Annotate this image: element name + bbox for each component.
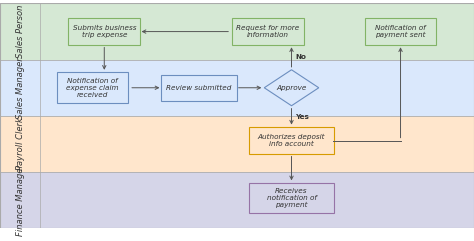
- Text: Sales Manager: Sales Manager: [16, 57, 25, 119]
- Text: Receives
notification of
payment: Receives notification of payment: [266, 188, 317, 208]
- Text: Finance Manager: Finance Manager: [16, 164, 25, 236]
- Text: Authorizes deposit
info account: Authorizes deposit info account: [258, 134, 325, 147]
- Text: Payroll Clerk: Payroll Clerk: [16, 118, 25, 170]
- FancyBboxPatch shape: [69, 18, 140, 45]
- FancyBboxPatch shape: [57, 73, 128, 103]
- Text: Request for more
information: Request for more information: [236, 25, 300, 38]
- Bar: [0, 60, 474, 116]
- Polygon shape: [264, 70, 319, 106]
- FancyBboxPatch shape: [161, 75, 237, 101]
- Text: Sales Person: Sales Person: [16, 5, 25, 58]
- FancyBboxPatch shape: [365, 18, 436, 45]
- Text: Notification of
payment sent: Notification of payment sent: [375, 25, 426, 38]
- FancyBboxPatch shape: [248, 183, 334, 213]
- Bar: [0, 116, 474, 172]
- Bar: [0, 172, 474, 228]
- Text: Notification of
expense claim
received: Notification of expense claim received: [66, 78, 119, 98]
- Bar: [0, 3, 474, 60]
- Text: Review submitted: Review submitted: [166, 85, 232, 91]
- Text: No: No: [295, 54, 306, 60]
- Text: Approve: Approve: [276, 85, 307, 91]
- Text: Yes: Yes: [295, 114, 309, 120]
- FancyBboxPatch shape: [248, 127, 334, 154]
- Text: Submits business
trip expense: Submits business trip expense: [73, 25, 136, 38]
- FancyBboxPatch shape: [232, 18, 303, 45]
